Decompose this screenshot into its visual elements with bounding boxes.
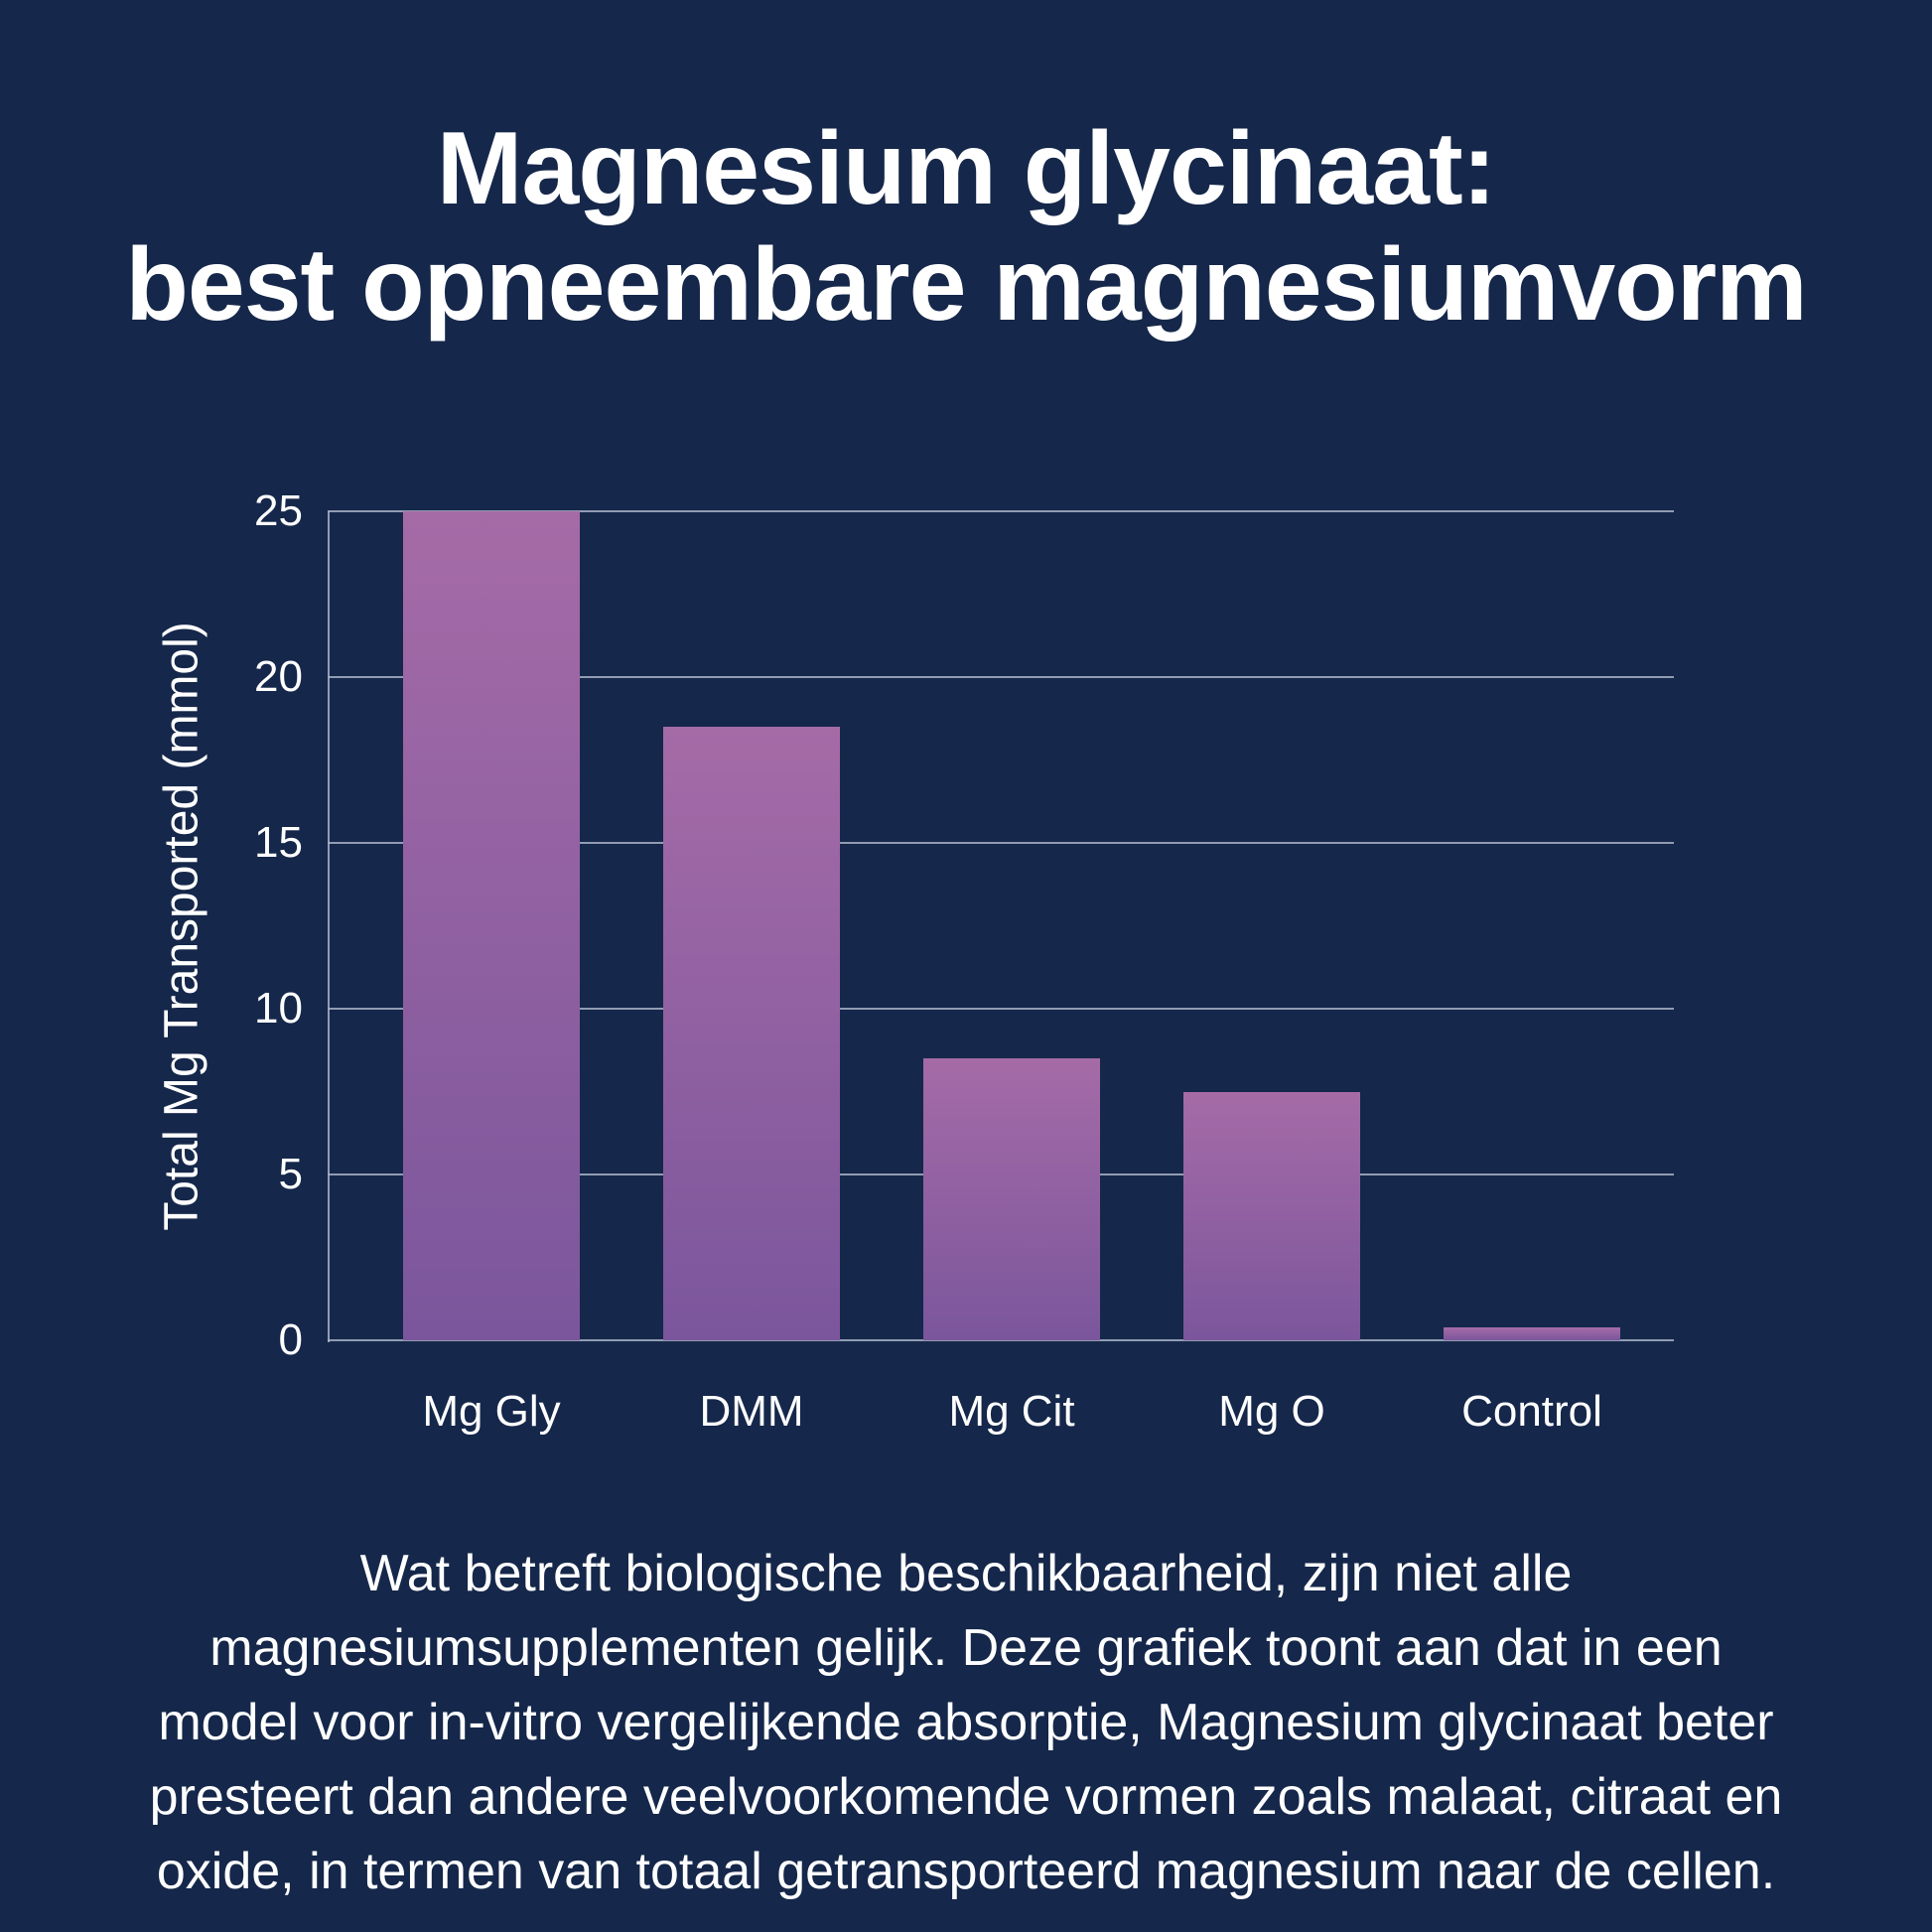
bar-control bbox=[1444, 1326, 1620, 1340]
gridline bbox=[328, 510, 1674, 512]
page-title-line-2: best opneembare magnesiumvorm bbox=[125, 227, 1807, 343]
y-tick-label: 10 bbox=[254, 984, 303, 1033]
x-tick-label: Mg O bbox=[1218, 1387, 1325, 1436]
page-title: Magnesium glycinaat: best opneembare mag… bbox=[0, 111, 1932, 344]
caption-line: presteert dan andere veelvoorkomende vor… bbox=[149, 1768, 1783, 1826]
bar-dmm bbox=[663, 727, 840, 1340]
gridline bbox=[328, 842, 1674, 844]
y-axis-line bbox=[328, 511, 330, 1342]
y-tick-label: 5 bbox=[278, 1150, 303, 1198]
gridline bbox=[328, 1339, 1674, 1341]
x-tick-label: Mg Cit bbox=[948, 1387, 1075, 1436]
y-tick-label: 15 bbox=[254, 818, 303, 867]
y-tick-label: 25 bbox=[254, 486, 303, 535]
gridline bbox=[328, 676, 1674, 678]
bar-mg-o bbox=[1183, 1091, 1360, 1340]
caption-line: magnesiumsupplementen gelijk. Deze grafi… bbox=[209, 1619, 1723, 1677]
y-axis-title: Total Mg Transported (mmol) bbox=[155, 621, 208, 1231]
caption-line: Wat betreft biologische beschikbaarheid,… bbox=[359, 1545, 1573, 1602]
page-title-line-1: Magnesium glycinaat: bbox=[436, 111, 1496, 226]
y-tick-label: 20 bbox=[254, 652, 303, 701]
caption-line: oxide, in termen van totaal getransporte… bbox=[156, 1843, 1776, 1900]
caption: Wat betreft biologische beschikbaarheid,… bbox=[72, 1537, 1860, 1909]
bar-mg-gly bbox=[403, 511, 580, 1340]
caption-line: model voor in-vitro vergelijkende absorp… bbox=[158, 1694, 1774, 1751]
bar-mg-cit bbox=[923, 1058, 1100, 1340]
gridline bbox=[328, 1008, 1674, 1010]
x-tick-label: Control bbox=[1461, 1387, 1602, 1436]
y-tick-label: 0 bbox=[278, 1315, 303, 1364]
x-tick-label: DMM bbox=[699, 1387, 804, 1436]
x-tick-label: Mg Gly bbox=[422, 1387, 561, 1436]
